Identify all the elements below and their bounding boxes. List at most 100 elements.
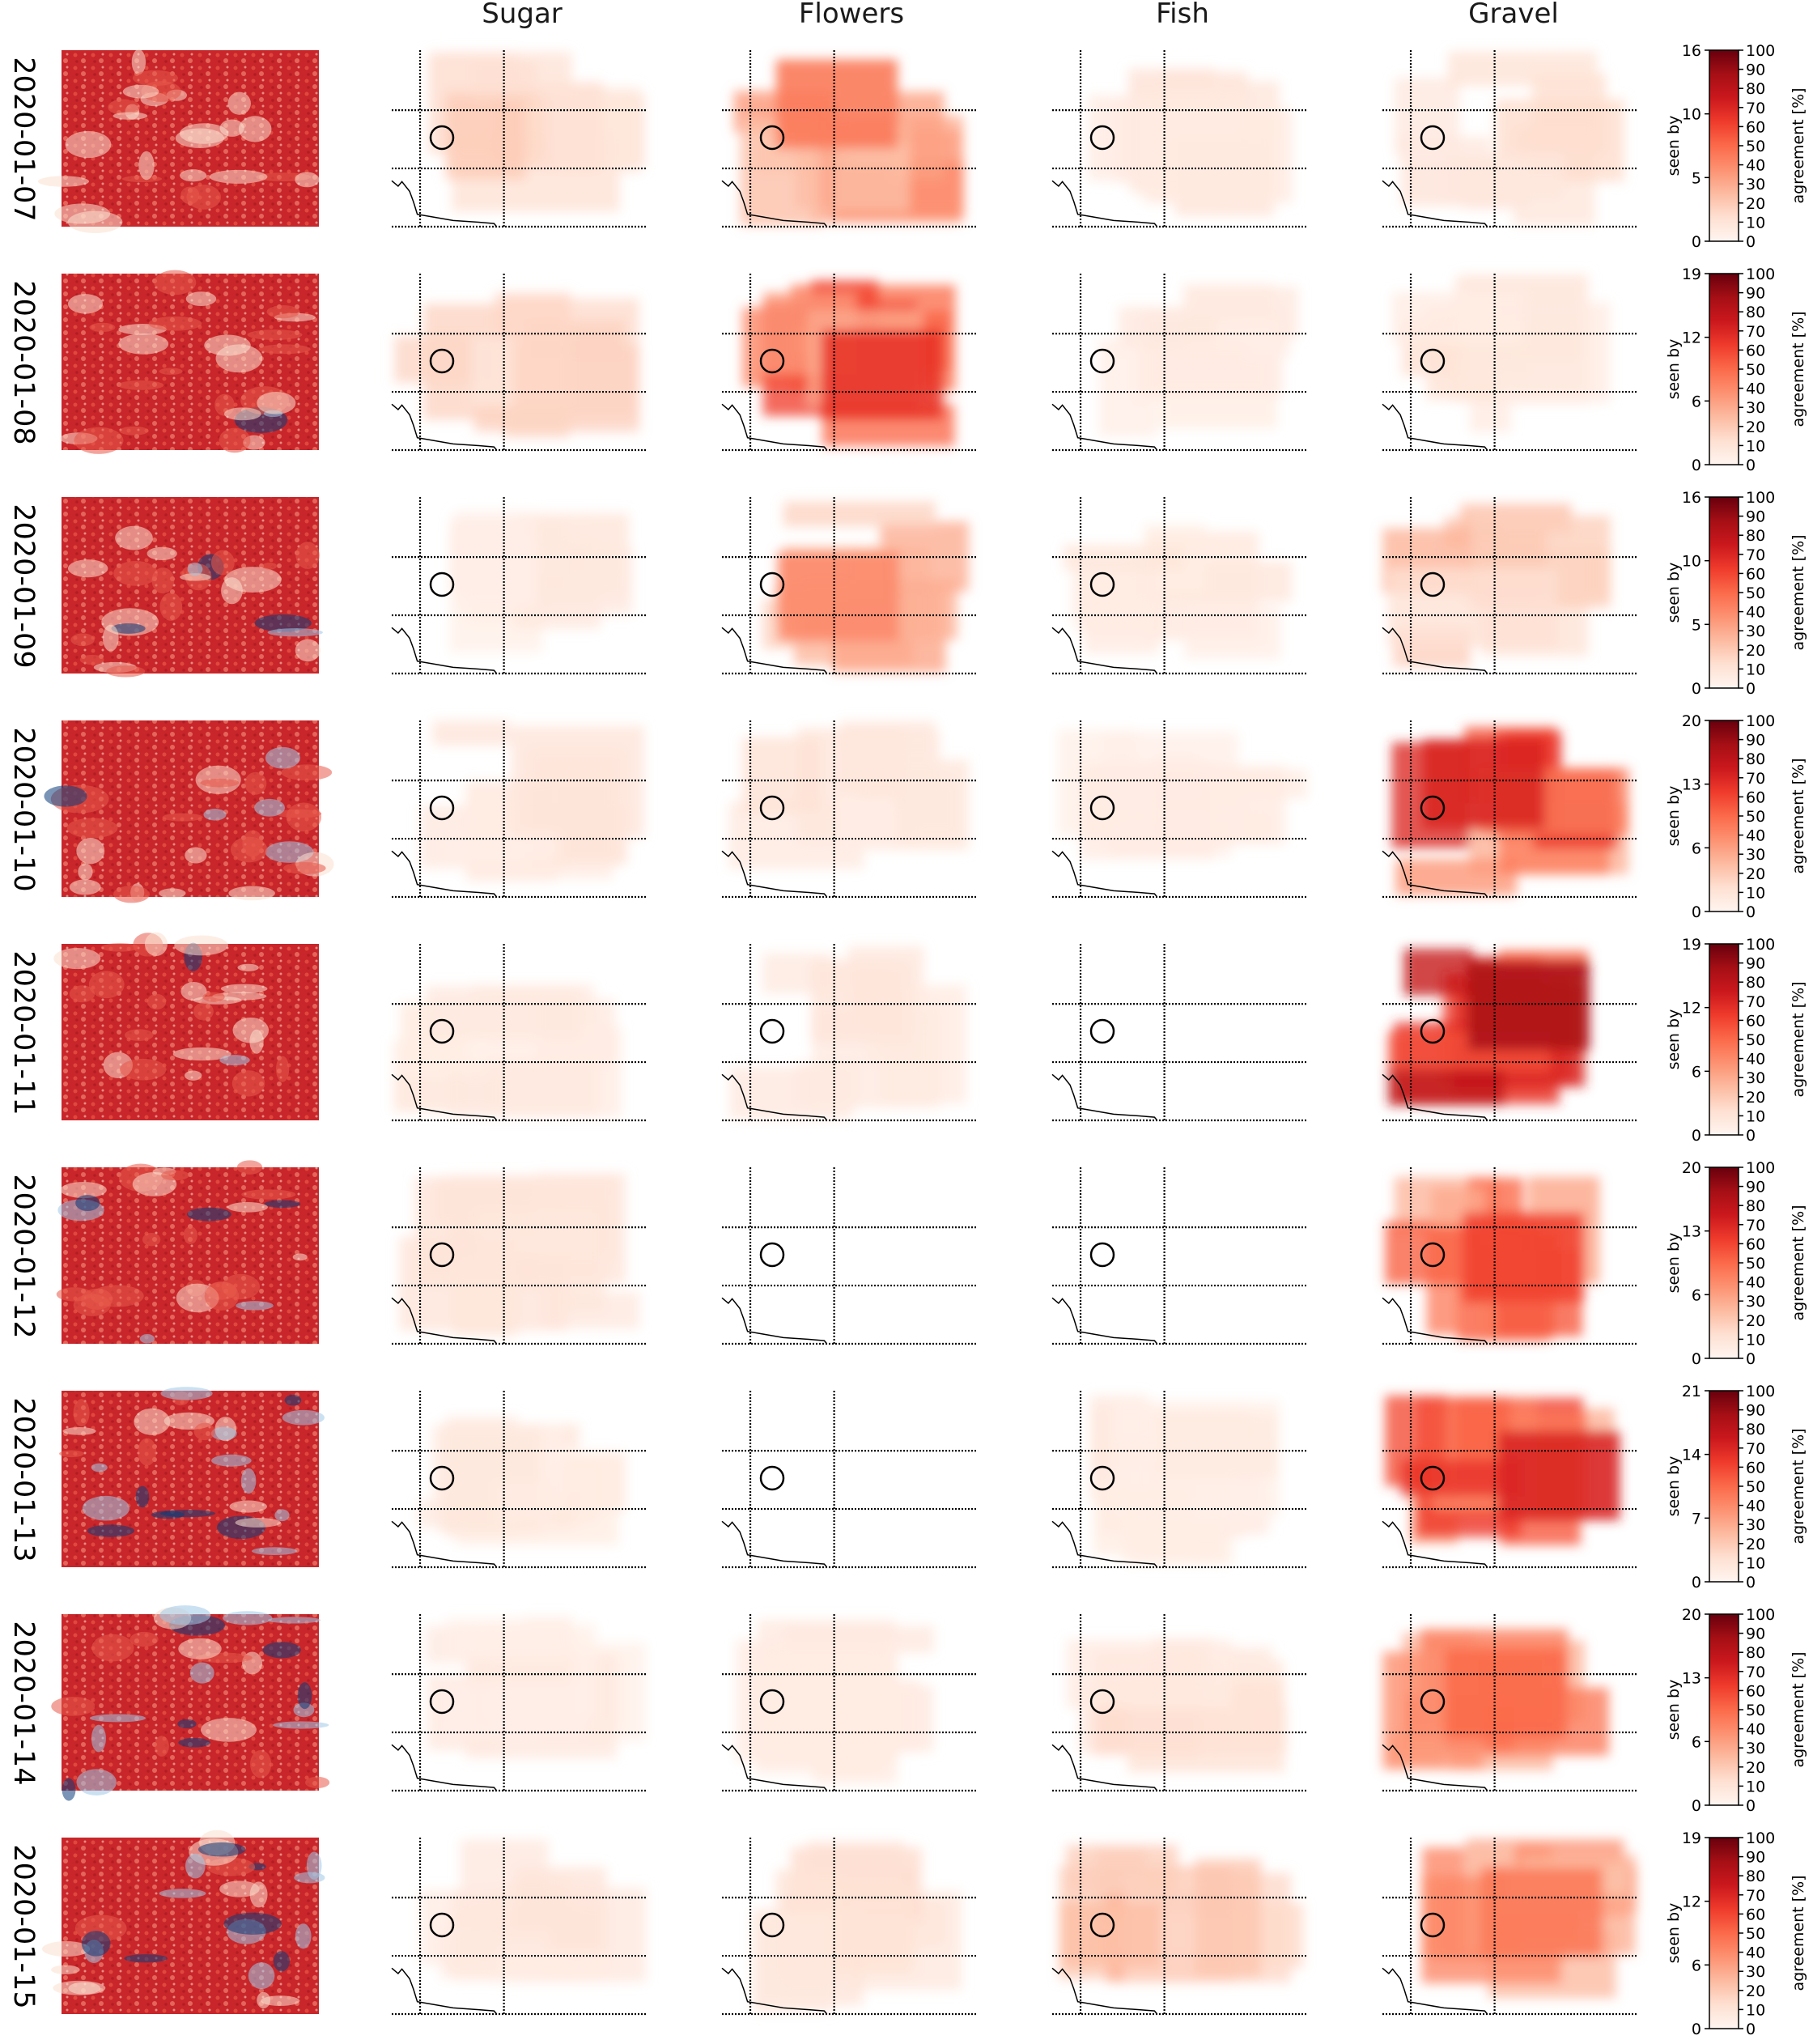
colorbar-seenby-tick-label: 21 (1682, 1383, 1701, 1400)
heatmap-patch (1159, 397, 1278, 429)
heatmap-patch (1093, 1484, 1193, 1556)
satellite-cloud (248, 1962, 275, 1990)
satellite-cloud (144, 932, 168, 956)
satellite-image (59, 1387, 325, 1567)
coastline (391, 627, 498, 674)
colorbar-agreement-tick-label: 90 (1746, 508, 1765, 526)
colorbar-seenby-tick-label: 19 (1682, 266, 1701, 283)
heatmap-patch (475, 1211, 597, 1258)
coastline (391, 403, 498, 451)
satellite-cloud (113, 112, 148, 120)
colorbar-agreement-tick-label: 40 (1746, 1051, 1765, 1069)
heatmap-layer (420, 720, 644, 882)
satellite-cloud (174, 935, 228, 956)
satellite-cloud (76, 838, 105, 865)
coastline (1051, 627, 1158, 674)
colorbar-gradient (1709, 273, 1739, 465)
satellite-cloud (282, 1409, 325, 1426)
satellite-cloud (151, 567, 175, 594)
colorbar-agreement-tick-label: 60 (1746, 118, 1765, 136)
satellite-image (37, 49, 320, 234)
colorbar-agreement-tick-label: 50 (1746, 1702, 1765, 1719)
coastline (721, 627, 828, 674)
satellite-cloud (274, 1509, 290, 1522)
panel-sugar (391, 1167, 648, 1345)
panel-gravel (1382, 274, 1638, 452)
colorbar-agreement-tick-label: 100 (1746, 1159, 1775, 1177)
satellite-cloud (130, 1631, 159, 1647)
colorbar-agreement-tick-label: 20 (1746, 1089, 1765, 1107)
satellite-cloud (219, 1055, 250, 1066)
coastline (721, 180, 828, 227)
satellite-cloud (283, 862, 326, 874)
site-marker (1420, 1242, 1446, 1268)
satellite-cloud (51, 1696, 96, 1716)
colorbar-agreement-tick-label: 30 (1746, 399, 1765, 417)
colorbar-gradient (1709, 720, 1739, 912)
heatmap-patch (439, 52, 572, 94)
figure-row: 2020-01-070510160102030405060708090100se… (7, 42, 1807, 251)
satellite-cloud (264, 1200, 301, 1208)
colorbar-agreement-tick-label: 50 (1746, 1031, 1765, 1049)
column-title-fish: Fish (1156, 0, 1209, 30)
satellite-cloud (81, 1931, 111, 1957)
colorbar-seenby-tick-label: 0 (1692, 2021, 1701, 2038)
colorbar-agreement-tick-label: 60 (1746, 1906, 1765, 1923)
satellite-cloud (293, 1702, 315, 1718)
heatmap-layer (426, 1617, 646, 1759)
colorbar-agreement-tick-label: 90 (1746, 1849, 1765, 1867)
colorbar-gradient (1709, 943, 1739, 1136)
row-date-label: 2020-01-09 (7, 504, 40, 668)
colorbar-gradient (1709, 496, 1739, 689)
colorbar-seenby-tick-label: 12 (1682, 1000, 1701, 1018)
site-marker (1420, 1912, 1446, 1938)
colorbar-seenby-tick-label: 0 (1692, 1797, 1701, 1815)
coastline (1382, 1520, 1488, 1568)
colorbar-seenby-label: seen by (1665, 116, 1683, 176)
colorbar-gradient (1709, 1837, 1739, 2029)
satellite-cloud (267, 1617, 321, 1624)
satellite-cloud (134, 1408, 171, 1435)
satellite-cloud (111, 623, 146, 634)
colorbar-agreement-tick-label: 90 (1746, 1402, 1765, 1420)
coastline (1051, 1297, 1158, 1345)
colorbar-agreement-tick-label: 90 (1746, 285, 1765, 303)
colorbar-seenby-label: seen by (1665, 339, 1683, 400)
column-title-gravel: Gravel (1468, 0, 1559, 30)
colorbar-agreement-tick-label: 20 (1746, 1759, 1765, 1777)
satellite-cloud (41, 1941, 91, 1957)
satellite-cloud (201, 1718, 257, 1742)
colorbar-agreement-tick-label: 90 (1746, 955, 1765, 973)
satellite-cloud (159, 1889, 206, 1898)
satellite-cloud (146, 993, 167, 1010)
heatmap-patch (446, 1618, 570, 1659)
colorbar-seenby-tick-label: 0 (1692, 680, 1701, 698)
satellite-cloud (228, 886, 275, 901)
colorbar-agreement-tick-label: 70 (1746, 100, 1765, 117)
satellite-cloud (70, 633, 95, 647)
coastline (1051, 1967, 1158, 2015)
panel-flowers (721, 497, 978, 675)
heatmap-patch (445, 88, 526, 180)
heatmap-patch (1387, 1069, 1505, 1106)
heatmap-layer (1385, 1395, 1620, 1545)
satellite-cloud (215, 344, 263, 373)
satellite-cloud (44, 785, 87, 807)
coastline (1382, 627, 1488, 674)
colorbar-agreement-tick-label: 90 (1746, 732, 1765, 750)
panel-sugar (391, 497, 648, 675)
panel-gravel (1382, 1614, 1638, 1792)
colorbar-agreement-tick-label: 30 (1746, 623, 1765, 640)
site-marker (1089, 1465, 1115, 1491)
satellite-cloud (62, 1427, 96, 1435)
satellite-cloud (162, 813, 203, 822)
satellite-cloud (189, 1662, 214, 1684)
colorbar-agreement-tick-label: 40 (1746, 604, 1765, 622)
colorbar-agreement-label: agreement [%] (1790, 1428, 1807, 1544)
colorbar-agreement-tick-label: 80 (1746, 1868, 1765, 1885)
colorbar-seenby-tick-label: 14 (1682, 1447, 1701, 1464)
site-marker (1420, 1689, 1446, 1715)
colorbar-agreement-tick-label: 60 (1746, 1682, 1765, 1700)
